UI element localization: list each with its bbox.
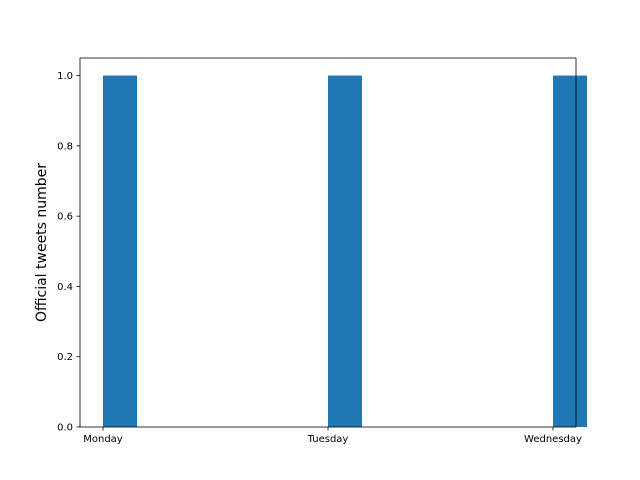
- y-axis-label: Official tweets number: [34, 163, 50, 322]
- y-tick-label: 0.4: [57, 282, 73, 293]
- x-ticks-group: Monday Tuesday Wednesday: [83, 427, 582, 445]
- bar-wednesday: [553, 75, 587, 428]
- bar-monday: [103, 75, 137, 428]
- y-tick-label: 0.6: [57, 212, 73, 223]
- y-tick-label: 0.0: [57, 423, 73, 434]
- x-tick-label-wednesday: Wednesday: [524, 434, 582, 445]
- y-tick-label: 0.2: [57, 352, 73, 363]
- bars-group: [103, 75, 587, 428]
- x-tick-label-tuesday: Tuesday: [307, 434, 349, 445]
- plot-frame: [79, 57, 577, 428]
- y-tick-label: 0.8: [57, 141, 73, 152]
- y-tick-label: 1.0: [57, 71, 73, 82]
- x-tick-label-monday: Monday: [83, 434, 123, 445]
- bar-tuesday: [328, 75, 362, 428]
- y-ticks-group: 0.0 0.2 0.4 0.6 0.8 1.0: [57, 71, 80, 434]
